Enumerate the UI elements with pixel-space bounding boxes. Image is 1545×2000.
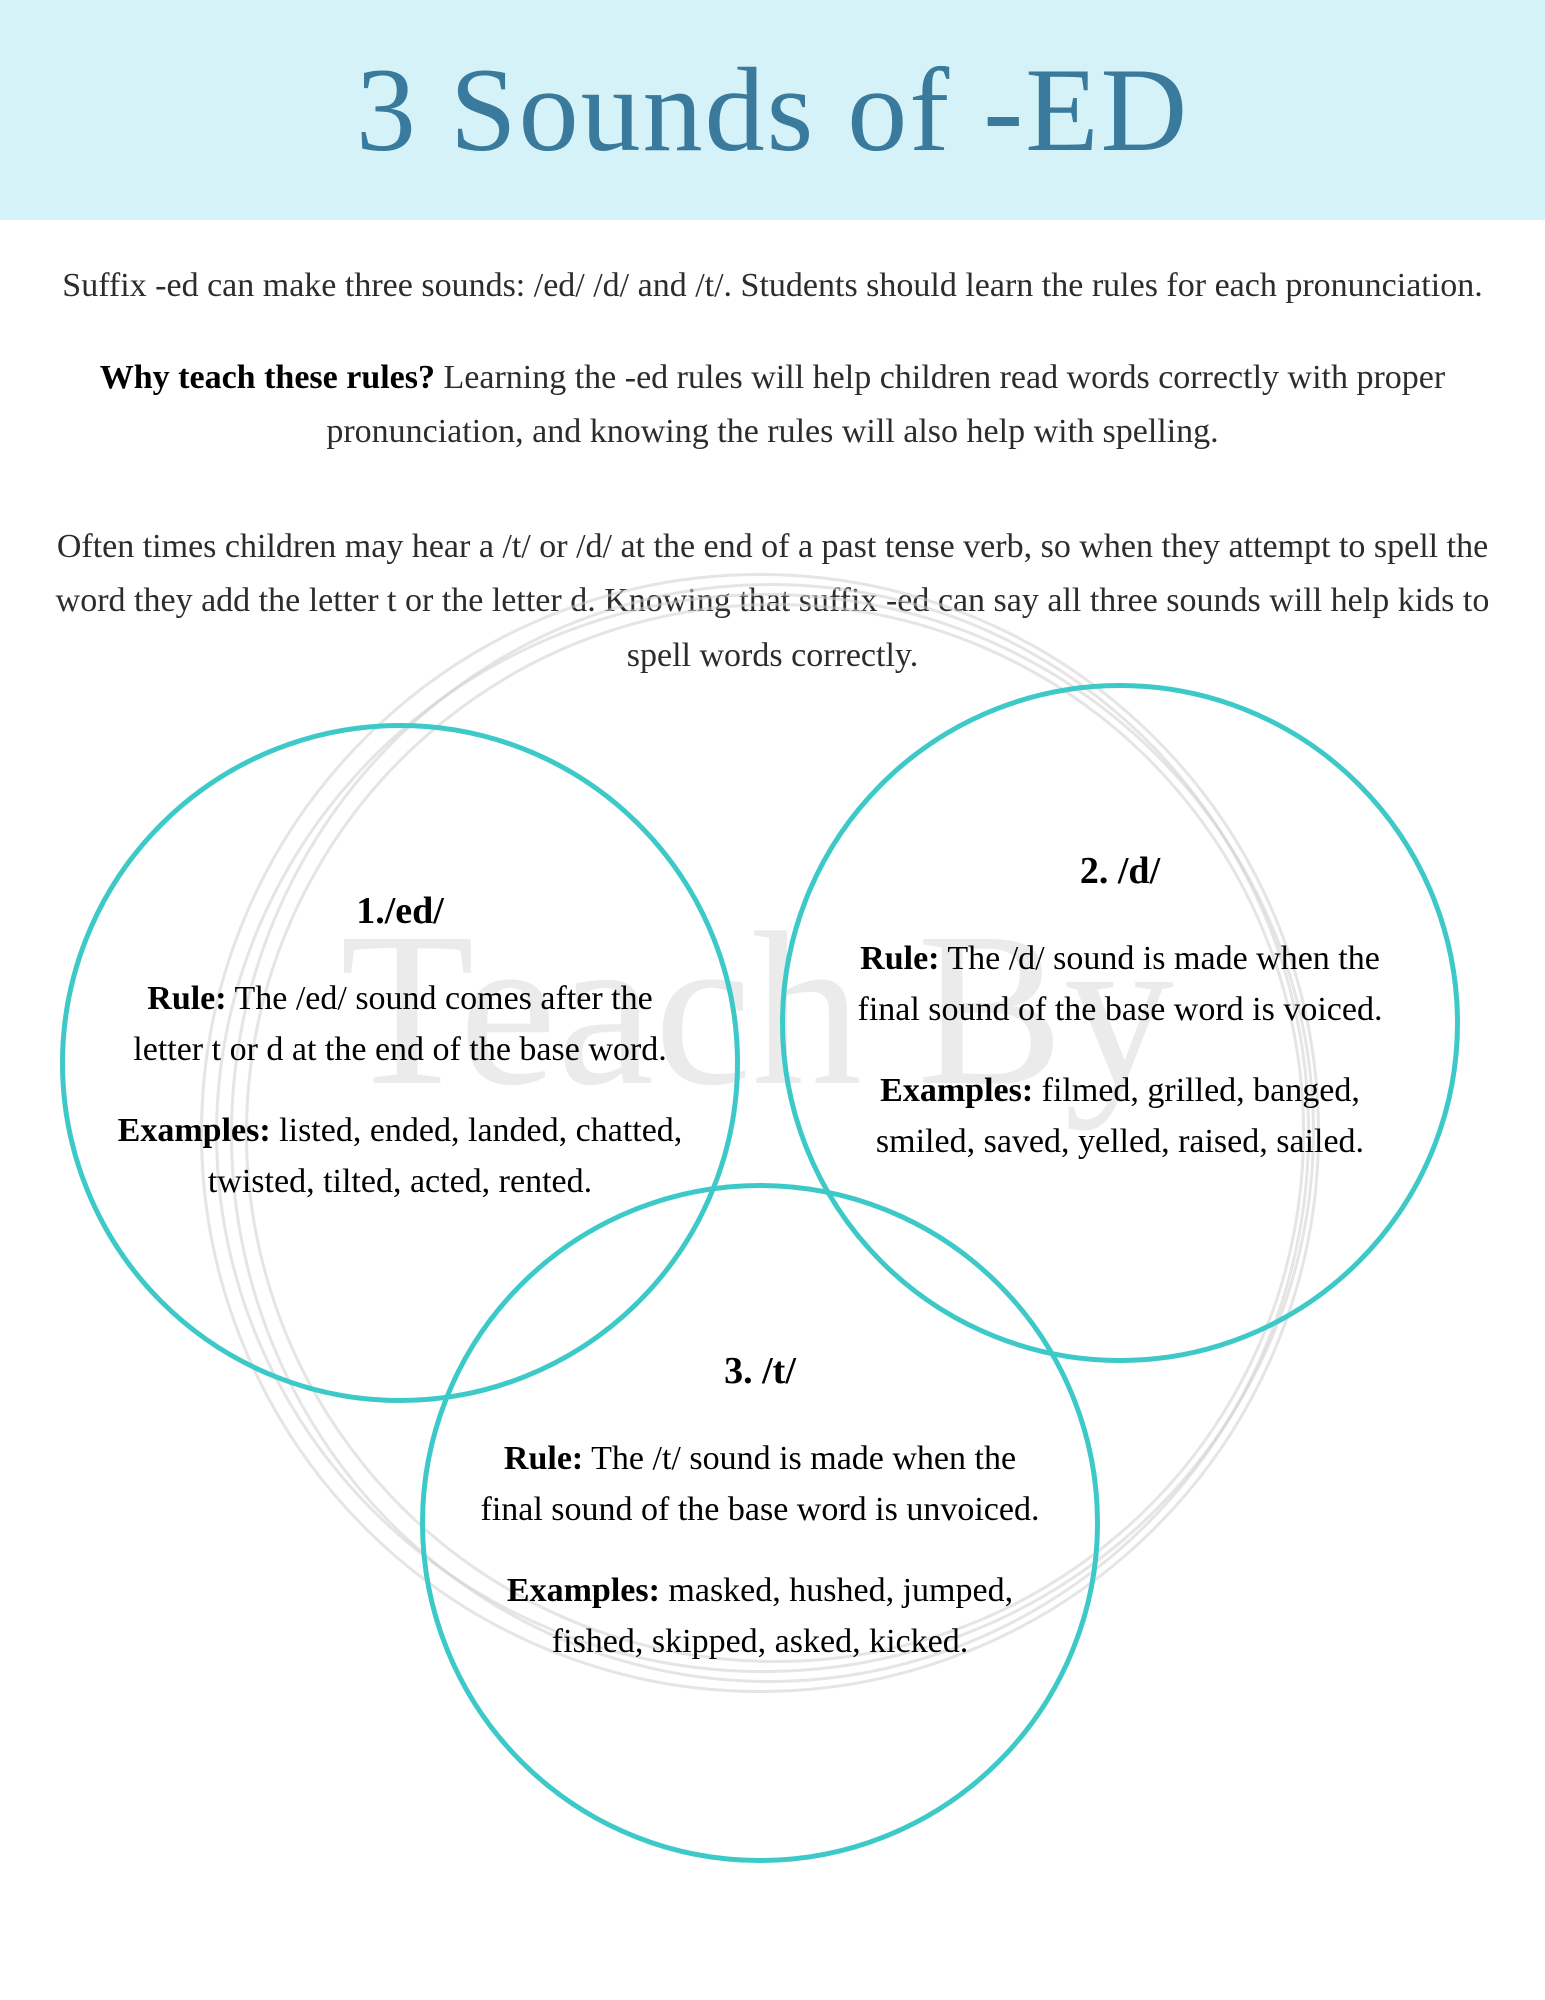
examples-label: Examples:: [507, 1572, 660, 1609]
page-title: 3 Sounds of -ED: [356, 41, 1189, 179]
venn-diagram-area: Teach By 1./ed/ Rule: The /ed/ sound com…: [0, 663, 1545, 1863]
examples-label: Examples:: [880, 1072, 1033, 1109]
intro-text: Suffix -ed can make three sounds: /ed/ /…: [0, 220, 1545, 331]
bubble-ed-title: 1./ed/: [356, 889, 444, 933]
bubble-t-examples: Examples: masked, hushed, jumped, fished…: [475, 1565, 1045, 1667]
bubble-d-title: 2. /d/: [1080, 849, 1160, 893]
bubble-t: 3. /t/ Rule: The /t/ sound is made when …: [420, 1183, 1100, 1863]
bubble-ed-examples: Examples: listed, ended, landed, chatted…: [115, 1105, 685, 1207]
rule-label: Rule:: [504, 1440, 583, 1477]
why-teach-block: Why teach these rules? Learning the -ed …: [0, 331, 1545, 480]
bubble-d-examples: Examples: filmed, grilled, banged, smile…: [835, 1065, 1405, 1167]
examples-label: Examples:: [118, 1112, 271, 1149]
bubble-t-rule: Rule: The /t/ sound is made when the fin…: [475, 1433, 1045, 1535]
examples-text: listed, ended, landed, chatted, twisted,…: [208, 1112, 682, 1200]
bubble-ed-rule: Rule: The /ed/ sound comes after the let…: [115, 973, 685, 1075]
rule-label: Rule:: [147, 980, 226, 1017]
header-band: 3 Sounds of -ED: [0, 0, 1545, 220]
why-label: Why teach these rules?: [100, 359, 435, 396]
bubble-t-title: 3. /t/: [724, 1349, 796, 1393]
why-text: Learning the -ed rules will help childre…: [326, 359, 1445, 450]
bubble-d-rule: Rule: The /d/ sound is made when the fin…: [835, 933, 1405, 1035]
rule-label: Rule:: [860, 940, 939, 977]
